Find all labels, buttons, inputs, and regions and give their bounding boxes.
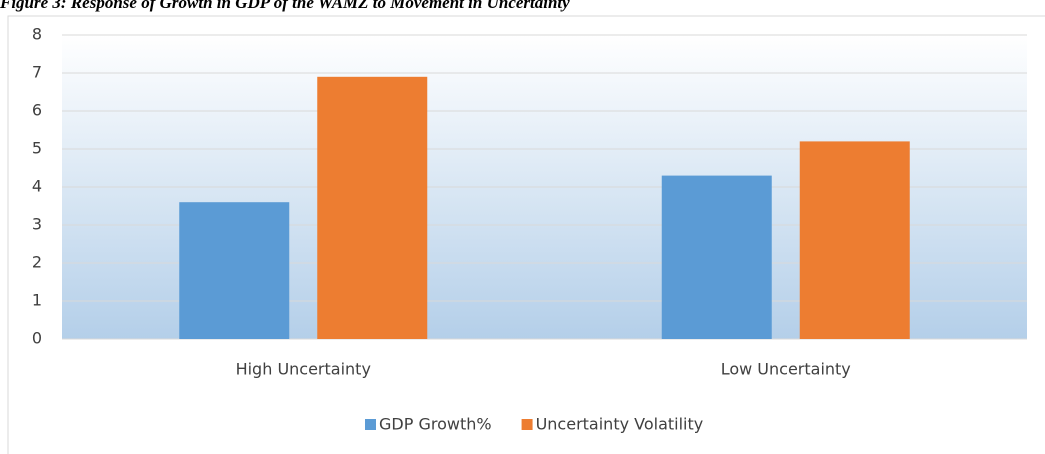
bar — [179, 202, 290, 339]
legend-label: GDP Growth% — [379, 415, 492, 434]
legend-swatch — [521, 419, 533, 430]
bar — [799, 141, 910, 339]
y-tick-label: 5 — [32, 139, 42, 158]
y-tick-label: 1 — [32, 291, 42, 310]
y-tick-label: 2 — [32, 253, 42, 272]
legend-label: Uncertainty Volatility — [536, 415, 704, 434]
legend-swatch — [365, 419, 376, 430]
chart-title: Figure 3: Response of Growth in GDP of t… — [0, 0, 570, 12]
y-tick-label: 7 — [32, 63, 42, 82]
x-tick-label: Low Uncertainty — [721, 360, 851, 379]
y-tick-label: 4 — [32, 177, 42, 196]
y-tick-label: 0 — [32, 329, 42, 348]
x-tick-label: High Uncertainty — [236, 360, 371, 379]
bar — [661, 175, 772, 339]
y-tick-label: 6 — [32, 101, 42, 120]
bar — [317, 76, 428, 340]
y-tick-label: 3 — [32, 215, 42, 234]
y-tick-label: 8 — [32, 25, 42, 44]
